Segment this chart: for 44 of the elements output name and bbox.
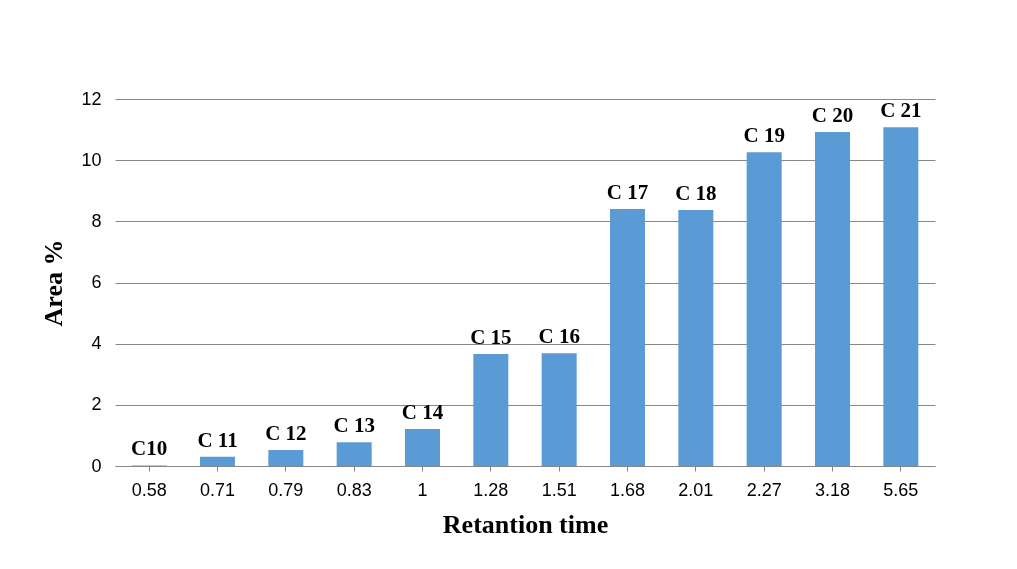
bar [541, 353, 577, 466]
annotation: C10 [131, 436, 168, 461]
x-tick-label: 2.01 [678, 479, 714, 500]
annotation: C 16 [538, 324, 580, 349]
x-tick-label: 2.27 [746, 479, 782, 500]
x-tick-label: 1.51 [541, 479, 577, 500]
annotation: C 17 [606, 180, 649, 205]
x-tick-label: 0.83 [336, 479, 372, 500]
bar [473, 354, 509, 466]
x-tick-label: 5.65 [883, 479, 919, 500]
x-tick-label: 1 [417, 479, 428, 500]
bar [200, 456, 235, 466]
y-tick-label: 8 [91, 210, 102, 231]
annotation: C 15 [470, 325, 512, 350]
bar [815, 132, 850, 466]
annotation: C 21 [880, 98, 922, 123]
y-tick-label: 0 [91, 455, 102, 476]
bar [405, 428, 440, 466]
x-tick-label: 0.58 [131, 479, 167, 500]
y-tick-label: 12 [81, 88, 102, 109]
annotation: C 19 [743, 123, 785, 148]
bar [336, 442, 372, 466]
x-tick-label: 1.68 [609, 479, 646, 500]
x-tick-label: 1.28 [473, 479, 509, 500]
annotation: C 18 [675, 181, 717, 206]
annotation: C 12 [265, 421, 307, 446]
annotation: C 14 [401, 399, 444, 424]
y-tick-label: 6 [91, 272, 102, 292]
x-axis-title: Retantion time [442, 509, 609, 539]
y-axis-title: Area % [39, 239, 69, 327]
bar [268, 450, 304, 466]
y-tick-label: 4 [91, 333, 102, 354]
annotation: C 20 [811, 103, 854, 128]
annotation: C 13 [333, 413, 375, 438]
x-tick-label: 3.18 [814, 479, 851, 500]
y-tick-label: 2 [91, 394, 102, 415]
bar [883, 127, 919, 466]
x-tick-label: 0.71 [199, 479, 236, 500]
annotation: C 11 [197, 427, 238, 452]
bar [678, 210, 714, 466]
y-tick-label: 10 [81, 149, 102, 170]
bar [746, 152, 782, 466]
x-tick-label: 0.79 [268, 479, 304, 500]
bar [610, 209, 645, 466]
